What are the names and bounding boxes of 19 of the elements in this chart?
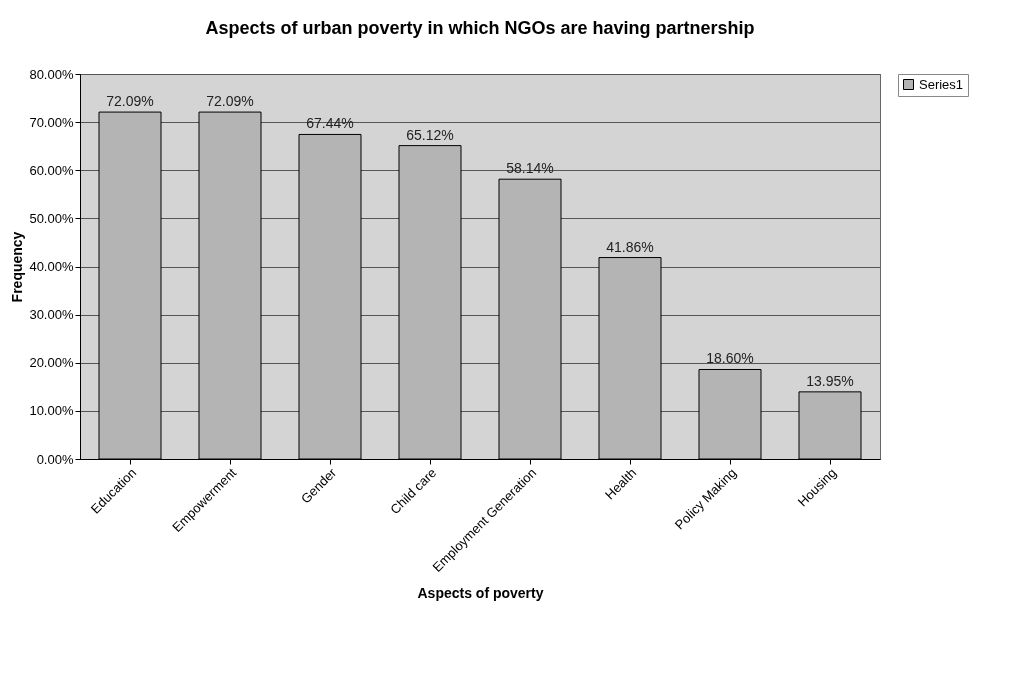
- data-label: 72.09%: [206, 93, 254, 110]
- data-label: 41.86%: [606, 238, 654, 255]
- data-label: 72.09%: [106, 93, 154, 110]
- y-tick-label: 80.00%: [29, 66, 74, 82]
- y-tick-label: 30.00%: [29, 307, 74, 323]
- y-tick-label: 40.00%: [29, 259, 74, 274]
- legend-label: Series1: [919, 76, 964, 92]
- x-axis-title: Aspects of poverty: [417, 584, 544, 601]
- data-label: 13.95%: [806, 372, 854, 389]
- chart-title: Aspects of urban poverty in which NGOs are having partnership: [205, 18, 755, 38]
- y-tick-label: 0.00%: [36, 451, 74, 467]
- y-tick-label: 50.00%: [29, 210, 74, 226]
- y-tick-label: 10.00%: [29, 403, 74, 419]
- y-tick-label: 60.00%: [29, 162, 74, 178]
- y-tick-label: 20.00%: [29, 355, 74, 371]
- data-label: 18.60%: [706, 350, 754, 367]
- data-label: 65.12%: [406, 126, 454, 143]
- y-tick-label: 70.00%: [29, 114, 74, 130]
- y-axis-title: Frequency: [9, 231, 26, 303]
